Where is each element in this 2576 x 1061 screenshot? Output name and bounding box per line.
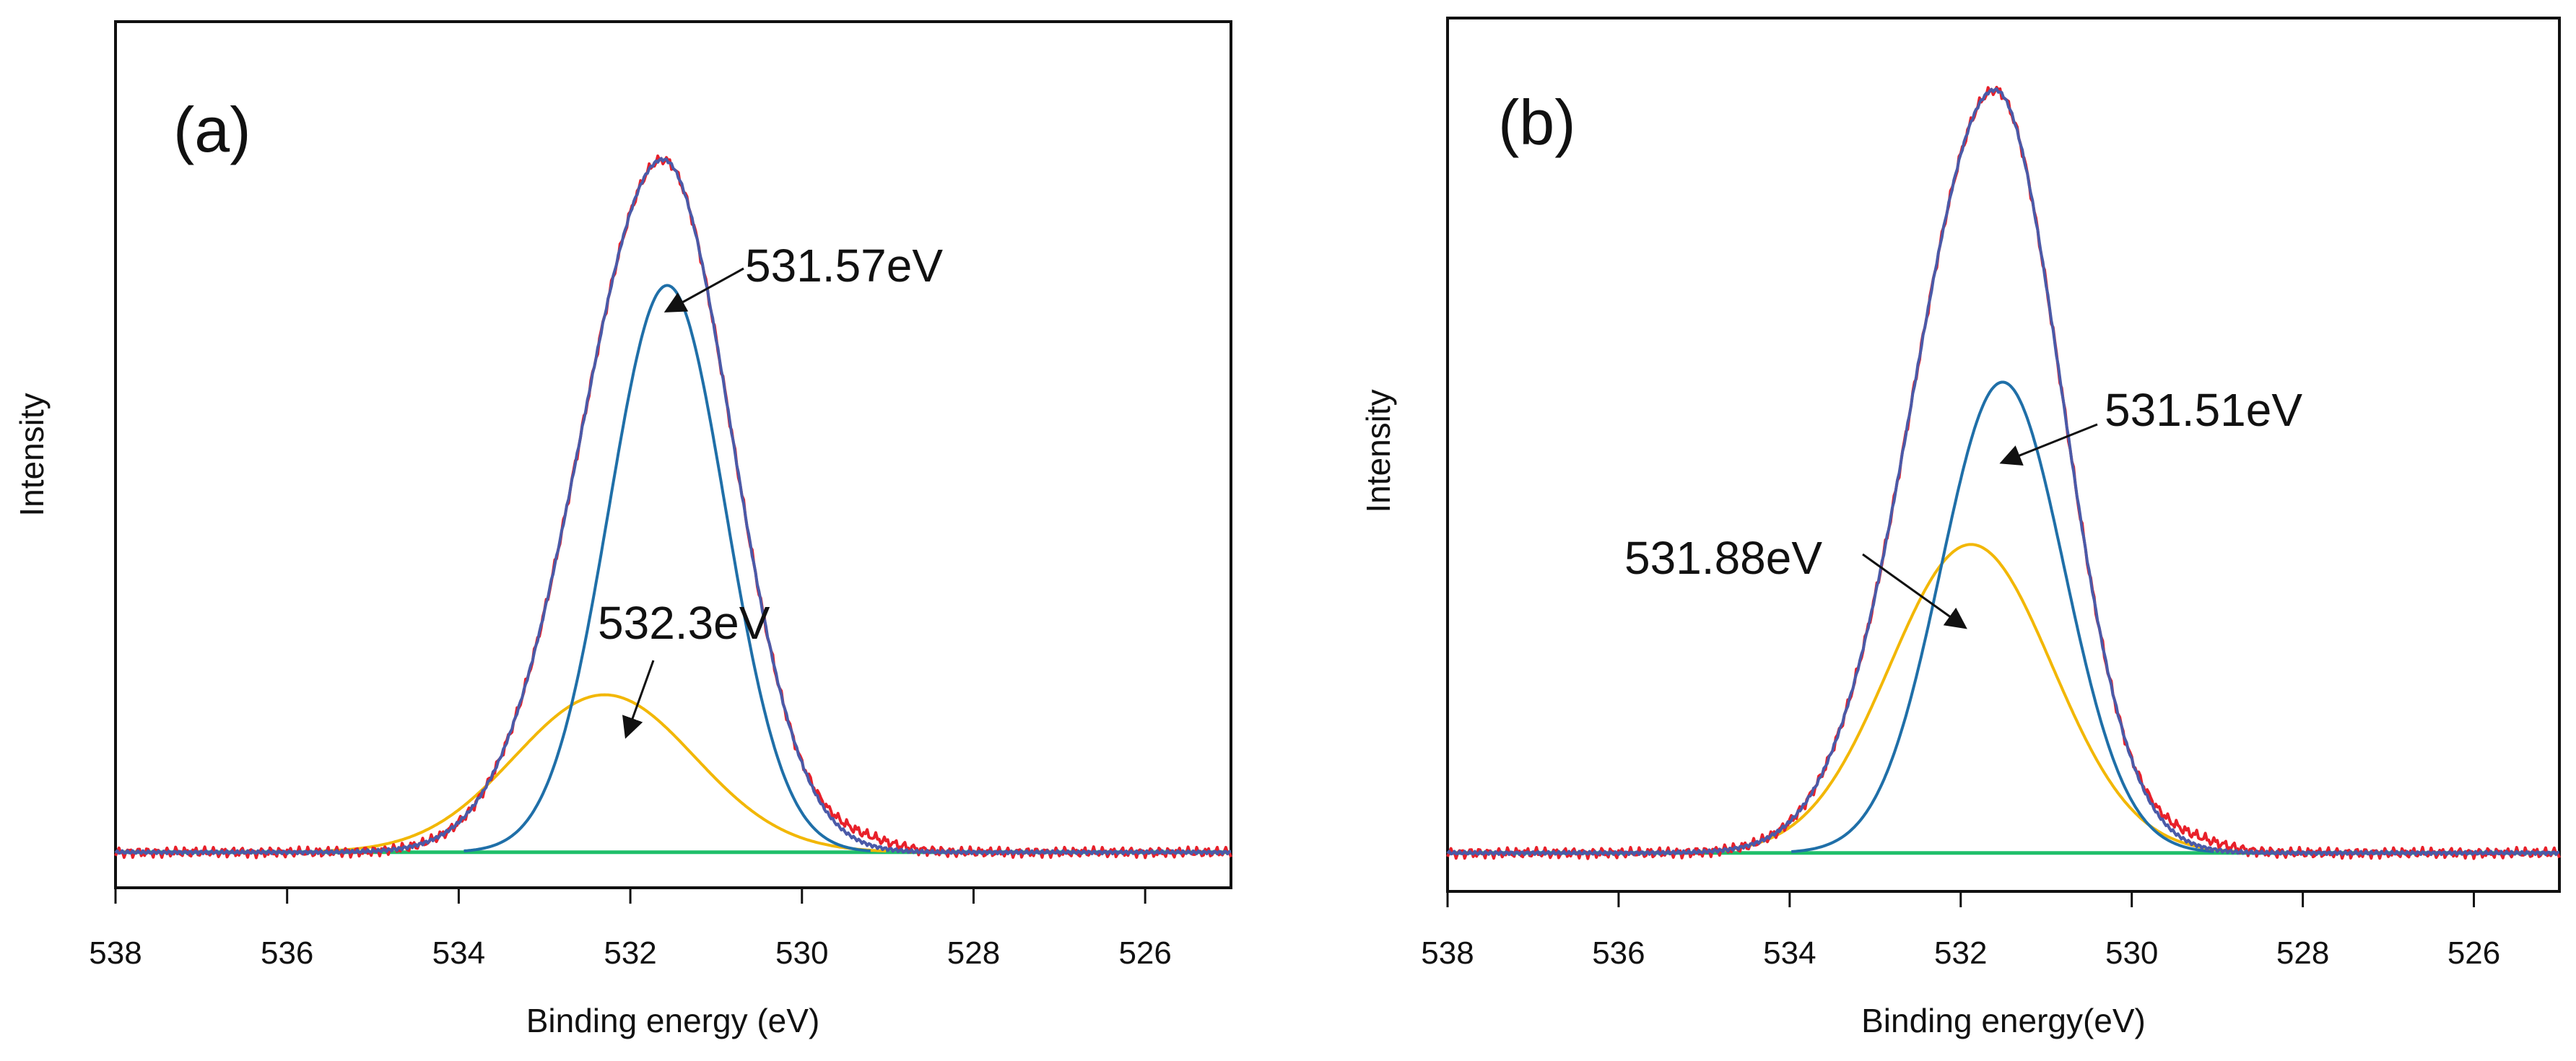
- panel-label: (a): [173, 94, 251, 165]
- plot-frame: [1446, 17, 2561, 893]
- x-tick-label: 530: [775, 935, 828, 971]
- annotation-531-57: 531.57eV: [663, 240, 943, 313]
- y-axis-title: Intensity: [13, 393, 51, 516]
- x-axis-title: Binding energy (eV): [526, 1002, 820, 1039]
- annotation-label: 532.3eV: [598, 597, 770, 649]
- x-tick-label: 528: [947, 935, 1000, 971]
- x-tick-label: 538: [89, 935, 142, 971]
- annotation-arrow: [663, 267, 744, 313]
- annotation-label: 531.88eV: [1624, 532, 1822, 584]
- x-tick-label: 538: [1421, 935, 1474, 971]
- annotation-arrow: [622, 660, 655, 739]
- chart-panel-a: 538 536 534 532 530 528 526 (a) Binding energy…: [13, 20, 1232, 1039]
- x-tick-label: 532: [1934, 935, 1987, 971]
- annotation-label: 531.57eV: [745, 240, 943, 292]
- x-tick-label: 534: [1763, 935, 1816, 971]
- x-axis-title: Binding energy(eV): [1861, 1002, 2146, 1039]
- series-raw: [1446, 85, 2561, 860]
- series-component-2: [323, 693, 887, 853]
- x-ticks: 538 536 534 532 530 528 526: [89, 888, 1172, 971]
- y-axis-title: Intensity: [1359, 389, 1397, 512]
- panel-label: (b): [1498, 87, 1576, 158]
- plot-frame: [114, 20, 1232, 889]
- annotation-532-3: 532.3eV: [598, 597, 770, 739]
- series-component-1: [1791, 380, 2214, 853]
- x-tick-label: 528: [2276, 935, 2329, 971]
- series-raw: [114, 154, 1232, 860]
- x-tick-label: 536: [1592, 935, 1645, 971]
- x-tick-label: 536: [261, 935, 313, 971]
- x-tick-label: 526: [1118, 935, 1171, 971]
- series-component-1: [464, 284, 871, 852]
- annotation-arrow: [1862, 553, 1967, 629]
- annotation-531-51: 531.51eV: [1999, 384, 2302, 466]
- annotation-label: 531.51eV: [2105, 384, 2302, 436]
- x-tick-label: 530: [2105, 935, 2158, 971]
- series-envelope: [1446, 87, 2560, 856]
- curve-group: [114, 154, 1232, 860]
- x-tick-label: 532: [604, 935, 656, 971]
- series-envelope: [114, 157, 1232, 855]
- curve-group: [1446, 85, 2561, 860]
- annotation-531-88: 531.88eV: [1624, 532, 1967, 629]
- x-tick-label: 526: [2447, 935, 2500, 971]
- x-ticks: 538 536 534 532 530 528 526: [1421, 891, 2500, 971]
- x-tick-label: 534: [432, 935, 485, 971]
- chart-panel-b: 538 536 534 532 530 528 526 (b) Binding energy…: [1359, 17, 2561, 1039]
- annotation-arrow: [1999, 423, 2098, 466]
